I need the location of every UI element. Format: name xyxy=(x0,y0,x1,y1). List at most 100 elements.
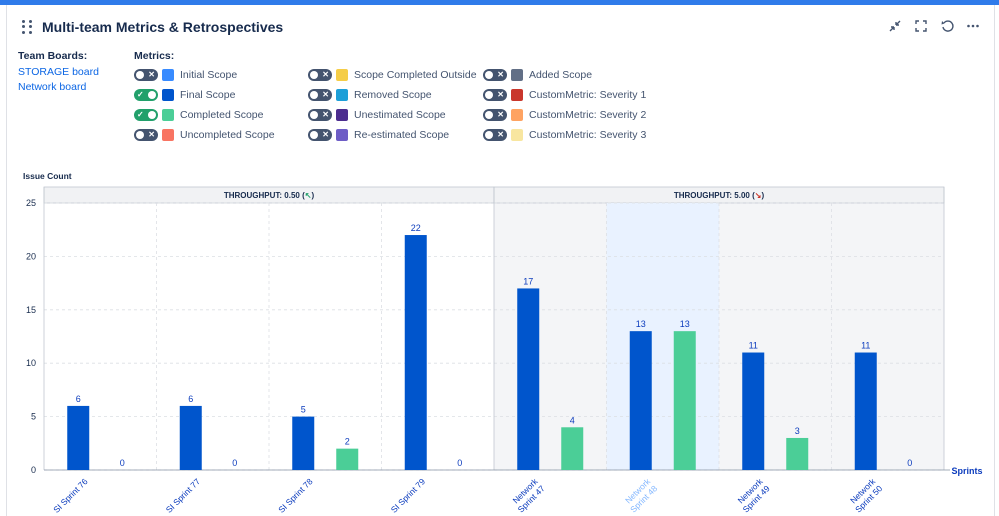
sprint-bar-chart: THROUGHPUT: 0.50 (↖) THROUGHPUT: 5.00 (↘)… xyxy=(26,186,983,515)
metric-color-swatch xyxy=(511,69,523,81)
metrics-label: Metrics: xyxy=(134,50,175,62)
x-tick-label[interactable]: NetworkSprint 49 xyxy=(734,476,773,515)
metric-toggle[interactable]: ✕ xyxy=(483,129,507,141)
bar-value-label: 11 xyxy=(749,341,758,351)
metric-label: Completed Scope xyxy=(180,109,264,121)
board-link-network[interactable]: Network board xyxy=(18,81,87,93)
bar-value-label: 6 xyxy=(188,394,193,404)
bar-value-label: 17 xyxy=(523,276,533,286)
metric-color-swatch xyxy=(511,109,523,121)
metric-toggle[interactable]: ✓ xyxy=(134,109,158,121)
minimize-icon[interactable] xyxy=(887,18,903,34)
team-boards: Team Boards: STORAGE board Network board xyxy=(18,50,99,95)
x-tick-label[interactable]: SI Sprint 76 xyxy=(51,476,90,515)
metric-toggle[interactable]: ✕ xyxy=(483,89,507,101)
bar-value-label: 0 xyxy=(907,458,912,468)
bar-value-label: 5 xyxy=(301,405,306,415)
throughput-value: THROUGHPUT: 0.50 xyxy=(224,191,301,200)
metric-color-swatch xyxy=(162,109,174,121)
x-tick-label[interactable]: NetworkSprint 47 xyxy=(509,476,548,515)
metric-custommetric-severity-3[interactable]: ✕ CustomMetric: Severity 3 xyxy=(483,125,663,145)
metric-removed-scope[interactable]: ✕ Removed Scope xyxy=(308,85,483,105)
metric-toggle[interactable]: ✕ xyxy=(483,69,507,81)
bar[interactable] xyxy=(786,437,809,470)
metric-color-swatch xyxy=(162,89,174,101)
bar-value-label: 22 xyxy=(411,223,421,233)
fullscreen-icon[interactable] xyxy=(913,18,929,34)
x-tick-label[interactable]: NetworkSprint 48 xyxy=(621,476,660,515)
bar[interactable] xyxy=(629,331,652,470)
x-tick-label[interactable]: SI Sprint 78 xyxy=(276,476,315,515)
metric-custommetric-severity-2[interactable]: ✕ CustomMetric: Severity 2 xyxy=(483,105,663,125)
bar-value-label: 0 xyxy=(120,458,125,468)
bar-value-label: 4 xyxy=(570,415,575,425)
metric-color-swatch xyxy=(162,129,174,141)
trend-arrow-icon: ↘ xyxy=(755,191,762,200)
y-axis-label: Issue Count xyxy=(23,171,72,181)
bar[interactable] xyxy=(67,405,90,470)
metric-toggle[interactable]: ✕ xyxy=(308,109,332,121)
metric-toggle[interactable]: ✕ xyxy=(134,69,158,81)
metric-color-swatch xyxy=(336,129,348,141)
metric-label: Initial Scope xyxy=(180,69,238,81)
dashboard-gadget-panel xyxy=(6,5,995,516)
x-axis-title: Sprints xyxy=(951,466,982,476)
bar[interactable] xyxy=(179,405,202,470)
metric-final-scope[interactable]: ✓ Final Scope xyxy=(134,85,308,105)
drag-handle-icon[interactable] xyxy=(22,20,34,34)
metric-toggle[interactable]: ✓ xyxy=(134,89,158,101)
metric-toggle[interactable]: ✕ xyxy=(308,129,332,141)
bar[interactable] xyxy=(292,416,315,470)
header-actions xyxy=(887,18,981,34)
metric-toggle[interactable]: ✕ xyxy=(483,109,507,121)
metric-custommetric-severity-1[interactable]: ✕ CustomMetric: Severity 1 xyxy=(483,85,663,105)
throughput-label: THROUGHPUT: 5.00 (↘) xyxy=(674,191,765,200)
metric-unestimated-scope[interactable]: ✕ Unestimated Scope xyxy=(308,105,483,125)
bar[interactable] xyxy=(404,235,427,470)
bar[interactable] xyxy=(517,288,540,470)
bar[interactable] xyxy=(742,352,765,470)
highlighted-sprint-column xyxy=(606,203,719,470)
metric-label: Scope Completed Outside xyxy=(354,69,477,81)
metric-uncompleted-scope[interactable]: ✕ Uncompleted Scope xyxy=(134,125,308,145)
metric-label: Added Scope xyxy=(529,69,593,81)
bar[interactable] xyxy=(336,448,359,470)
metric-toggle[interactable]: ✕ xyxy=(308,89,332,101)
bar-value-label: 3 xyxy=(795,426,800,436)
refresh-icon[interactable] xyxy=(939,18,955,34)
y-tick-label: 0 xyxy=(31,465,36,475)
more-options-icon[interactable] xyxy=(965,18,981,34)
metric-label: CustomMetric: Severity 3 xyxy=(529,129,647,141)
metric-initial-scope[interactable]: ✕ Initial Scope xyxy=(134,65,308,85)
metric-completed-scope[interactable]: ✓ Completed Scope xyxy=(134,105,308,125)
bar-value-label: 13 xyxy=(680,319,690,329)
metric-label: Removed Scope xyxy=(354,89,432,101)
bar[interactable] xyxy=(673,331,696,470)
metrics-toggles: Metrics: ✕ Initial Scope ✕ Scope Completed … xyxy=(134,50,663,145)
x-tick-label[interactable]: NetworkSprint 50 xyxy=(846,476,885,515)
metric-color-swatch xyxy=(336,109,348,121)
x-tick-label[interactable]: SI Sprint 79 xyxy=(389,476,428,515)
metric-color-swatch xyxy=(162,69,174,81)
metric-re-estimated-scope[interactable]: ✕ Re-estimated Scope xyxy=(308,125,483,145)
metric-color-swatch xyxy=(511,129,523,141)
metric-color-swatch xyxy=(336,89,348,101)
metrics-grid: ✕ Initial Scope ✕ Scope Completed Outside ✕ A… xyxy=(134,65,663,145)
top-accent-bar xyxy=(0,0,999,5)
metric-toggle[interactable]: ✕ xyxy=(308,69,332,81)
bar[interactable] xyxy=(561,427,584,470)
metric-toggle[interactable]: ✕ xyxy=(134,129,158,141)
team-boards-label: Team Boards: xyxy=(18,50,88,62)
x-tick-label[interactable]: SI Sprint 77 xyxy=(164,476,203,515)
trend-arrow-icon: ↖ xyxy=(305,191,312,200)
throughput-value: THROUGHPUT: 5.00 xyxy=(674,191,751,200)
bar[interactable] xyxy=(854,352,877,470)
gadget-header: Multi-team Metrics & Retrospectives xyxy=(22,16,283,38)
bar-value-label: 0 xyxy=(232,458,237,468)
bar-value-label: 6 xyxy=(76,394,81,404)
metric-label: Re-estimated Scope xyxy=(354,129,450,141)
bar-value-label: 0 xyxy=(457,458,462,468)
metric-scope-completed-outside[interactable]: ✕ Scope Completed Outside xyxy=(308,65,483,85)
metric-added-scope[interactable]: ✕ Added Scope xyxy=(483,65,663,85)
board-link-storage[interactable]: STORAGE board xyxy=(18,66,99,78)
